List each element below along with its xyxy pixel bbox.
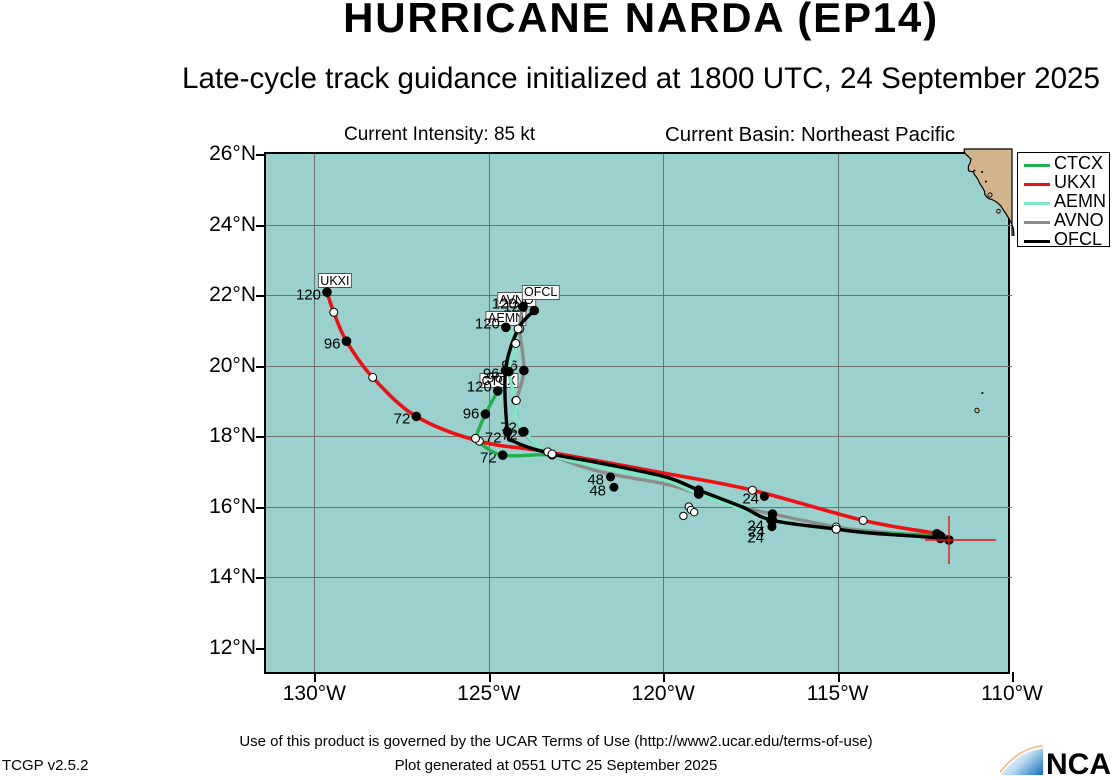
svg-text:NCAR: NCAR bbox=[1046, 748, 1112, 780]
